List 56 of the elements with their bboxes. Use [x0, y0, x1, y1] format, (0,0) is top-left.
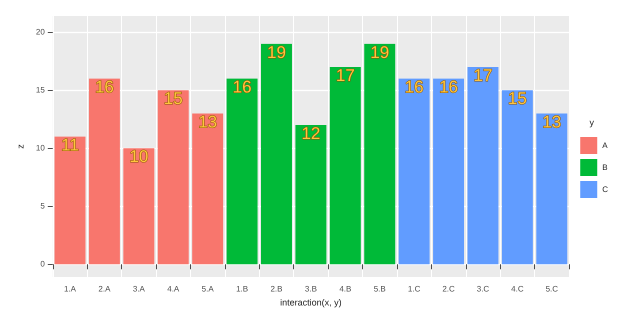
data-label: 16 — [439, 78, 458, 97]
data-label: 16 — [232, 78, 252, 97]
y-tick-label: 5 — [40, 202, 46, 211]
x-tick-label: 2.C — [442, 284, 455, 294]
bar — [226, 78, 258, 264]
data-label: 16 — [404, 78, 424, 97]
y-tick-label: 20 — [36, 28, 46, 37]
x-tick-label: 4.B — [339, 284, 352, 294]
bar — [398, 78, 430, 264]
bar — [123, 148, 154, 264]
data-label: 13 — [542, 112, 562, 132]
bar — [54, 136, 86, 264]
bar — [364, 44, 396, 264]
data-label: 19 — [267, 42, 286, 62]
data-label: 19 — [370, 42, 390, 62]
bar — [295, 125, 326, 264]
legend-label: A — [602, 141, 608, 150]
x-tick-label: 3.B — [304, 284, 317, 294]
bar — [433, 78, 464, 264]
x-tick-label: 3.A — [132, 284, 146, 294]
data-label: 17 — [474, 66, 492, 86]
x-tick-label: 4.C — [511, 284, 524, 294]
x-tick-label: 4.A — [167, 284, 180, 294]
y-axis-title: z — [16, 144, 26, 149]
data-label: 16 — [94, 78, 114, 97]
bar — [88, 78, 120, 264]
legend-label: B — [602, 163, 608, 172]
x-tick-label: 2.B — [270, 284, 282, 294]
x-tick-label: 1.A — [64, 284, 77, 294]
y-tick-label: 0 — [40, 260, 46, 269]
x-tick-label: 5.A — [202, 284, 214, 294]
x-tick-label: 3.C — [476, 284, 490, 294]
legend-label: C — [602, 185, 608, 194]
bar — [261, 44, 292, 264]
data-label: 13 — [198, 112, 218, 132]
x-tick-label: 1.B — [236, 284, 248, 294]
bar — [502, 90, 533, 264]
bar — [330, 67, 361, 264]
x-tick-label: 2.A — [98, 284, 112, 294]
x-tick-label: 1.C — [408, 284, 421, 294]
bar — [192, 113, 224, 264]
y-tick-label: 15 — [36, 86, 46, 95]
bar — [536, 113, 568, 264]
data-label: 17 — [336, 66, 355, 86]
y-tick-label: 10 — [36, 144, 46, 153]
x-axis-title: interaction(x, y) — [280, 297, 342, 308]
x-tick-label: 5.C — [546, 284, 558, 294]
bar — [158, 90, 189, 264]
data-label: 10 — [129, 147, 148, 166]
x-tick-label: 5.B — [374, 284, 386, 294]
data-label: 15 — [508, 89, 527, 108]
bar — [467, 67, 498, 264]
data-label: 11 — [61, 136, 79, 155]
data-label: 12 — [301, 124, 320, 144]
legend-title: y — [590, 118, 594, 128]
data-label: 15 — [164, 89, 183, 108]
